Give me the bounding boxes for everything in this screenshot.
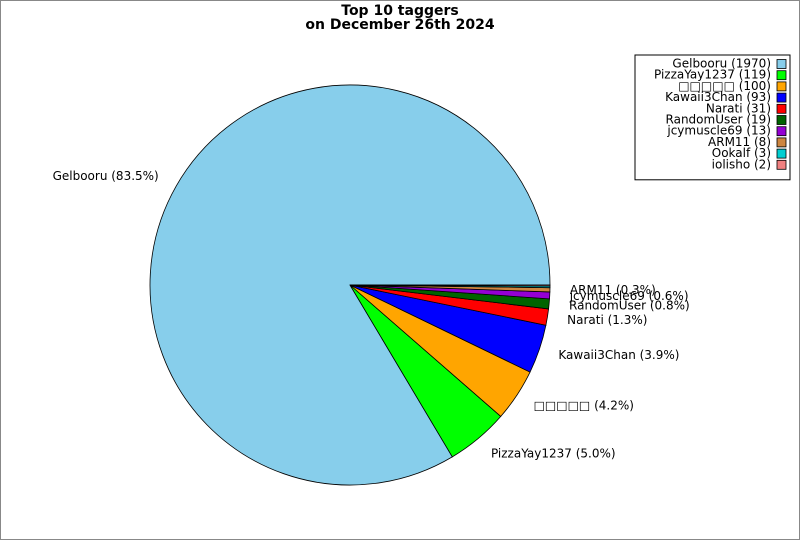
slice-label: ARM11 (0.3%) [570,283,656,297]
legend-swatch [776,59,787,69]
legend-swatch [776,70,787,81]
legend-label: jcymuscle69 (13) [666,124,771,138]
legend-swatch [776,81,787,92]
legend-label: PizzaYay1237 (119) [654,68,771,82]
slice-label: Narati (1.3%) [567,313,647,327]
slice-label: Gelbooru (83.5%) [53,169,159,183]
legend-label: iolisho (2) [712,157,771,171]
legend-label: Gelbooru (1970) [672,57,771,71]
legend-swatch [776,137,787,148]
legend-swatch [776,115,787,125]
legend-label: Narati (31) [706,101,771,115]
slice-label: Kawaii3Chan (3.9%) [558,348,679,362]
legend-label: ARM11 (8) [708,135,771,149]
chart-title: on December 26th 2024 [305,17,494,33]
legend-label: RandomUser (19) [666,113,771,127]
legend-swatch [776,103,787,114]
legend-swatch [776,126,787,137]
legend-label: □□□□□ (100) [678,79,771,93]
slice-label: PizzaYay1237 (5.0%) [491,446,616,460]
legend-swatch [776,159,787,170]
legend-label: Kawaii3Chan (93) [665,90,771,104]
slice-label: □□□□□ (4.2%) [534,399,634,413]
legend-swatch [776,92,787,103]
legend-swatch [776,148,787,159]
slice-label: jcymuscle69 (0.6%) [569,289,689,303]
pie-slice [349,284,551,287]
legend-box [634,54,791,181]
slice-label: RandomUser (0.8%) [569,298,690,312]
chart-title: Top 10 taggers [341,3,458,19]
legend-label: Ookalf (3) [712,146,771,160]
